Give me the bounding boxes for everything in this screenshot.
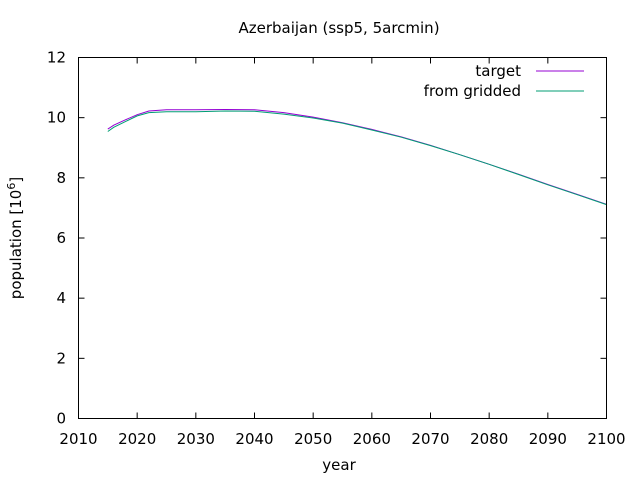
x-tick-label: 2040 — [235, 430, 273, 448]
series-line-target — [107, 108, 607, 205]
x-tick-label: 2030 — [177, 430, 215, 448]
x-axis: 2010 2020 2030 2040 2050 2060 2070 2080 2090 2100 — [59, 57, 626, 448]
y-tick-label: 6 — [56, 229, 66, 247]
y-tick-label: 8 — [56, 169, 66, 187]
series-lines — [107, 108, 607, 206]
x-tick-label: 2060 — [353, 430, 391, 448]
x-tick-label: 2010 — [59, 430, 97, 448]
y-axis-label-suffix: ] — [7, 177, 25, 183]
y-axis-label-text: population [10 — [7, 190, 25, 300]
series-line-from-gridded — [107, 110, 607, 206]
x-tick-label: 2050 — [294, 430, 332, 448]
legend-label: target — [475, 62, 521, 80]
y-tick-label: 4 — [56, 289, 66, 307]
x-axis-label: year — [322, 456, 356, 474]
y-tick-label: 12 — [47, 49, 66, 67]
y-axis-label-exponent: 6 — [5, 183, 18, 190]
y-tick-label: 10 — [47, 109, 66, 127]
legend: target from gridded — [424, 62, 584, 100]
legend-label: from gridded — [424, 82, 521, 100]
x-tick-label: 2070 — [411, 430, 449, 448]
y-tick-label: 0 — [56, 410, 66, 428]
x-tick-label: 2090 — [529, 430, 567, 448]
x-tick-label: 2080 — [470, 430, 508, 448]
x-tick-label: 2020 — [118, 430, 156, 448]
chart-title: Azerbaijan (ssp5, 5arcmin) — [238, 19, 439, 37]
y-axis-label: population [106] — [5, 177, 25, 299]
y-tick-label: 2 — [56, 349, 66, 367]
plot-frame — [78, 57, 607, 419]
x-tick-label: 2100 — [587, 430, 625, 448]
y-axis: 0 2 4 6 8 10 12 — [47, 49, 607, 428]
